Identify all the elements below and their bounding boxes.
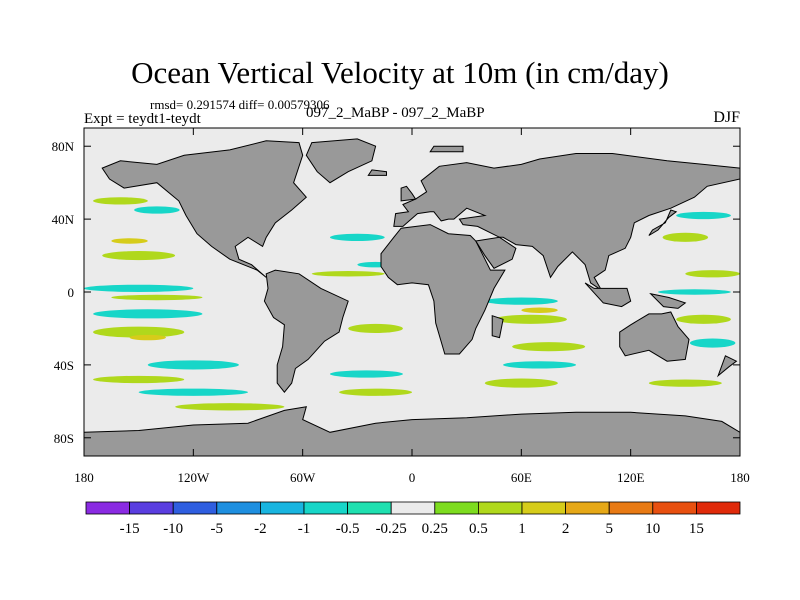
anomaly-patch [348,323,403,334]
y-tick-label: 80N [52,139,75,154]
land-arabia [474,236,517,269]
colorbar-swatch [172,501,218,515]
land-antarctica [84,406,740,456]
colorbar-swatch [434,501,479,515]
runs-label: 097_2_MaBP - 097_2_MaBP [306,105,485,121]
colorbar-swatch [216,501,261,515]
anomaly-patch [129,334,166,341]
land-south-america [263,269,349,394]
stats-label: rmsd= 0.291574 diff= 0.00579306 [150,97,330,112]
x-tick-label: 180 [74,470,94,485]
anomaly-patch [84,284,194,292]
colorbar-label: -10 [163,521,183,537]
colorbar-label: -0.5 [336,521,360,537]
colorbar-swatch [521,501,566,515]
land-africa [380,224,506,355]
axes: 180 120W 60W 0 60E 120E 180 80N 40N 0 40S 80S [52,128,750,485]
anomaly-patch [676,314,731,324]
anomaly-patch [311,271,385,277]
anomaly-patch [521,307,558,313]
colorbar-label: 0.25 [422,521,448,537]
y-tick-label: 40N [52,212,75,227]
colorbar-label: 2 [562,521,570,537]
anomaly-patch [484,378,558,388]
x-tick-label: 180 [730,470,750,485]
colorbar-label: 0.5 [469,521,488,537]
colorbar-label: 10 [645,521,660,537]
anomaly-patch [512,342,586,352]
land-iceland [367,169,387,176]
land-new-guinea [649,292,687,309]
colorbar-swatch [390,501,436,515]
colorbar-swatch [477,501,523,515]
anomaly-patch [175,403,285,411]
anomaly-patch [330,370,403,378]
colorbar-label: -15 [120,521,140,537]
anomaly-patch [111,238,148,244]
anomaly-patch [102,251,176,261]
anomaly-patch [339,388,412,396]
anomaly-patch [93,326,185,338]
chart-title: Ocean Vertical Velocity at 10m (in cm/da… [131,55,669,90]
colorbar-label: 5 [605,521,613,537]
x-tick-label: 60W [290,470,316,485]
anomaly-patch [648,379,722,387]
colorbar-label: 15 [689,521,704,537]
anomaly-patch [494,314,567,324]
anomaly-patch [93,375,185,384]
colorbar-swatch [259,501,305,515]
anomaly-patch [503,361,576,369]
land-madagascar [491,315,504,339]
colorbar-label: 1 [518,521,526,537]
anomaly-patch [111,294,203,301]
anomaly-patch [484,297,558,305]
land-svalbard [429,145,464,153]
colorbar-swatch [608,501,654,515]
x-tick-label: 0 [409,470,416,485]
colorbar-label: -2 [254,521,267,537]
colorbar-label: -5 [211,521,224,537]
colorbar: -15 -10 -5 -2 -1 -0.5 -0.25 0.25 0.5 1 2 5 10 15 [85,501,741,537]
colorbar-swatch [129,501,174,515]
land-north-america [101,140,308,278]
colorbar-swatch [347,501,392,515]
x-tick-label: 120W [177,470,210,485]
land-australia [619,311,690,362]
colorbar-swatch [565,501,610,515]
colorbar-swatch [696,501,741,515]
colorbar-label: -0.25 [376,521,407,537]
colorbar-label: -1 [298,521,311,537]
land-indonesia [584,282,632,308]
y-tick-label: 80S [54,431,74,446]
anomaly-patch [138,388,248,396]
season-label: DJF [713,109,740,126]
x-tick-label: 120E [617,470,645,485]
anomaly-patch [658,289,731,295]
land-japan [648,209,678,236]
x-tick-label: 60E [511,470,532,485]
anomaly-patch [676,211,731,220]
land-eurasia [393,153,740,291]
colorbar-swatch [652,501,697,515]
colorbar-swatch [303,501,348,515]
colorbar-swatch [85,501,130,515]
y-tick-label: 0 [68,285,75,300]
anomaly-patch [134,206,180,214]
anomaly-patch [689,338,736,348]
y-tick-label: 40S [54,358,74,373]
anomaly-patch [685,270,740,278]
anomaly-patch [93,309,203,319]
land-greenland [305,138,377,184]
experiment-label: Expt = teydt1-teydt [84,111,201,127]
anomaly-patch [330,233,385,241]
anomaly-patch [147,360,239,370]
anomaly-patch [93,197,148,205]
land-new-zealand [716,355,738,378]
anomaly-patch [662,232,709,242]
land-britain [400,185,417,202]
plot-area [84,128,740,456]
